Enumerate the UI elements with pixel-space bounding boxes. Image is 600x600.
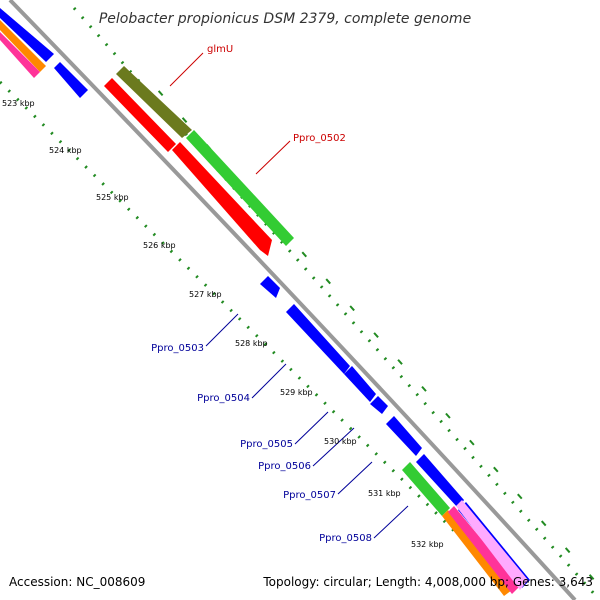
cds-ppro-0506[interactable] <box>370 396 388 414</box>
label-ppro-0504[interactable]: Ppro_0504 <box>197 393 250 404</box>
label-ppro-0507[interactable]: Ppro_0507 <box>283 490 336 501</box>
leader-ppro-0507 <box>338 462 372 494</box>
label-ppro-0508[interactable]: Ppro_0508 <box>319 533 372 544</box>
genome-backbone <box>10 0 575 600</box>
leader-ppro-0508 <box>374 506 408 538</box>
leader-glmU <box>170 53 203 86</box>
tick-523-kbp: 523 kbp <box>2 99 35 108</box>
leader-ppro-0502 <box>256 141 290 174</box>
tick-526-kbp: 526 kbp <box>143 241 176 250</box>
tick-528-kbp: 528 kbp <box>235 339 268 348</box>
tick-530-kbp: 530 kbp <box>324 437 357 446</box>
cds-ppro-0507[interactable] <box>386 416 422 456</box>
tick-532-kbp: 532 kbp <box>411 540 444 549</box>
tick-525-kbp: 525 kbp <box>96 193 129 202</box>
accession-text: Accession: NC_008609 <box>9 575 145 589</box>
tick-529-kbp: 529 kbp <box>280 388 313 397</box>
label-glmU[interactable]: glmU <box>207 44 233 55</box>
cds-left-small[interactable] <box>54 62 88 98</box>
tick-527-kbp: 527 kbp <box>189 290 222 299</box>
label-ppro-0506[interactable]: Ppro_0506 <box>258 461 311 472</box>
cds-ppro-0505[interactable] <box>344 366 376 402</box>
genome-summary-text: Topology: circular; Length: 4,008,000 bp… <box>262 575 593 589</box>
tick-524-kbp: 524 kbp <box>49 146 82 155</box>
cds-ppro-0504[interactable] <box>286 304 350 374</box>
cds-ppro-0502[interactable] <box>186 130 294 246</box>
left-feature-strips <box>0 8 88 98</box>
label-ppro-0505[interactable]: Ppro_0505 <box>240 439 293 450</box>
label-ppro-0503[interactable]: Ppro_0503 <box>151 343 204 354</box>
leader-ppro-0503 <box>206 314 238 346</box>
map-title: Pelobacter propionicus DSM 2379, complet… <box>99 11 471 27</box>
label-ppro-0502[interactable]: Ppro_0502 <box>293 133 346 144</box>
tick-531-kbp: 531 kbp <box>368 489 401 498</box>
leader-ppro-0506 <box>313 428 354 466</box>
